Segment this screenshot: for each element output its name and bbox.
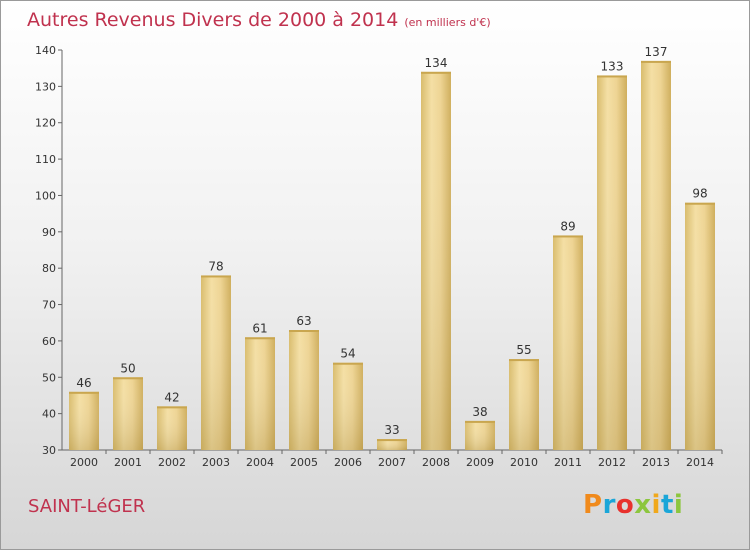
- bars: 46 50 42 78 61 63 54 33 134 38 55 89 133 137 98: [69, 45, 715, 451]
- axes: 30 40 50 60 70 80 90 100 110 120 130 140 2000 2001 200…: [35, 44, 723, 469]
- y-tick-label: 120: [35, 117, 56, 130]
- x-tick-label: 2000: [70, 456, 98, 469]
- bar-shade: [465, 420, 495, 450]
- y-tick-label: 80: [42, 262, 56, 275]
- y-tick-label: 60: [42, 335, 56, 348]
- logo-letter: r: [602, 490, 616, 520]
- bar-value-label: 133: [601, 59, 624, 73]
- x-tick-label: 2003: [202, 456, 230, 469]
- bar-top-edge: [509, 359, 539, 362]
- logo-letter: o: [615, 490, 635, 520]
- y-tick-label: 50: [42, 371, 56, 384]
- bar-top-edge: [113, 377, 143, 380]
- bar-value-label: 38: [472, 405, 487, 419]
- x-tick-label: 2002: [158, 456, 186, 469]
- bar-value-label: 46: [76, 376, 91, 390]
- x-tick-label: 2014: [686, 456, 714, 469]
- chart-title: Autres Revenus Divers de 2000 à 2014 (en …: [27, 9, 491, 31]
- bar-shade: [421, 71, 451, 451]
- bar-top-edge: [245, 337, 275, 340]
- x-tick-label: 2011: [554, 456, 582, 469]
- bar-shade: [377, 439, 407, 450]
- bar-value-label: 63: [296, 314, 311, 328]
- y-tick-label: 90: [42, 226, 56, 239]
- bar-value-label: 137: [645, 45, 668, 59]
- bar-top-edge: [553, 235, 583, 238]
- chart-unit: (en milliers d'€): [404, 16, 491, 29]
- bar-shade: [553, 235, 583, 450]
- bar-top-edge: [289, 330, 319, 332]
- y-tick-label: 30: [42, 444, 56, 457]
- bar-top-edge: [333, 362, 363, 365]
- bar-shade: [157, 406, 187, 450]
- y-tick-label: 130: [35, 80, 56, 93]
- logo-letter: t: [660, 490, 674, 520]
- bar-value-label: 55: [516, 343, 531, 357]
- bar-shade: [685, 202, 715, 450]
- bar-shade: [597, 75, 627, 451]
- x-tick-label: 2009: [466, 456, 494, 469]
- bar-value-label: 98: [692, 187, 707, 201]
- bar-top-edge: [421, 71, 451, 74]
- bar-top-edge: [465, 420, 495, 423]
- bar-value-label: 89: [560, 219, 575, 233]
- logo-letter: i: [673, 490, 684, 520]
- x-tick-label: 2006: [334, 456, 362, 469]
- bar-top-edge: [69, 391, 99, 394]
- bar-shade: [69, 391, 99, 450]
- bar-top-edge: [685, 202, 715, 205]
- x-tick-label: 2004: [246, 456, 274, 469]
- bar-top-edge: [641, 60, 671, 63]
- bar-shade: [509, 359, 539, 450]
- chart-title-text: Autres Revenus Divers de 2000 à 2014: [27, 9, 399, 31]
- bar-value-label: 50: [120, 361, 135, 375]
- bar-top-edge: [201, 275, 231, 278]
- bar-value-label: 54: [340, 347, 355, 361]
- x-tick-label: 2001: [114, 456, 142, 469]
- bar-shade: [289, 330, 319, 450]
- bar-shade: [333, 362, 363, 450]
- y-tick-label: 140: [35, 44, 56, 57]
- x-tick-label: 2013: [642, 456, 670, 469]
- x-tick-label: 2005: [290, 456, 318, 469]
- bar-top-edge: [157, 406, 187, 409]
- logo-letter: x: [634, 490, 652, 520]
- bar-shade: [113, 377, 143, 450]
- bar-value-label: 78: [208, 259, 223, 273]
- bar-value-label: 42: [164, 390, 179, 404]
- logo-letter: i: [651, 490, 661, 520]
- x-tick-label: 2007: [378, 456, 406, 469]
- bar-value-label: 61: [252, 321, 267, 335]
- location-name: SAINT-LéGER: [28, 496, 146, 517]
- bar-shade: [641, 60, 671, 451]
- proxiti-logo: Proxiti: [583, 490, 683, 520]
- x-tick-label: 2012: [598, 456, 626, 469]
- x-tick-label: 2010: [510, 456, 538, 469]
- x-tick-label: 2008: [422, 456, 450, 469]
- logo-letter: P: [583, 490, 603, 520]
- bar-top-edge: [597, 75, 627, 78]
- y-tick-label: 100: [35, 189, 56, 202]
- bar-value-label: 134: [425, 56, 448, 70]
- bar-shade: [245, 337, 275, 450]
- y-tick-label: 110: [35, 153, 56, 166]
- y-tick-label: 40: [42, 408, 56, 421]
- bar-top-edge: [377, 439, 407, 442]
- bar-shade: [201, 275, 231, 450]
- y-tick-label: 70: [42, 299, 56, 312]
- bar-value-label: 33: [384, 423, 399, 437]
